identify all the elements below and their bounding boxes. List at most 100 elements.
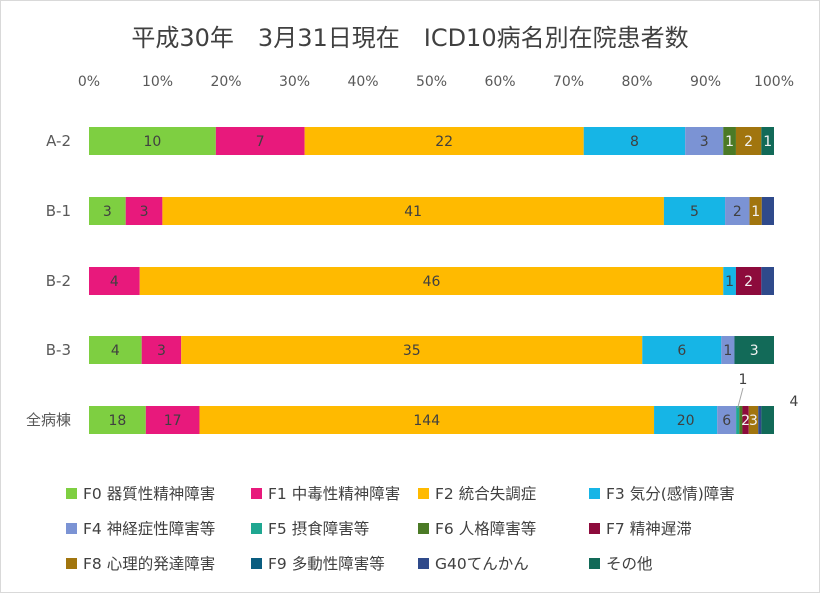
y-category-label: B-1 — [46, 202, 71, 220]
data-label: 3 — [103, 204, 112, 220]
data-label: 4 — [110, 274, 119, 290]
bar-segment — [199, 406, 655, 434]
legend-swatch — [418, 557, 429, 569]
data-label: 1 — [725, 134, 734, 150]
legend-item: F7 精神遅滞 — [589, 517, 692, 539]
bar-segment — [663, 197, 726, 225]
bar-segment — [761, 406, 774, 434]
bar-segment — [739, 406, 743, 434]
bar-segment — [304, 127, 584, 155]
legend-item: F2 統合失調症 — [418, 482, 536, 504]
bar-segment — [685, 127, 724, 155]
data-label: 41 — [404, 204, 422, 220]
legend-label: F1 中毒性精神障害 — [268, 485, 401, 503]
data-label: 3 — [750, 343, 759, 359]
data-label: 144 — [413, 413, 440, 429]
legend-label: その他 — [606, 555, 653, 573]
bar-segment — [654, 406, 718, 434]
legend-item: F3 気分(感情)障害 — [589, 482, 735, 504]
legend-item: F1 中毒性精神障害 — [251, 482, 400, 504]
data-label: 20 — [677, 413, 695, 429]
bar-segment — [642, 336, 722, 364]
x-tick-label: 60% — [484, 74, 515, 90]
bar-segment — [141, 336, 182, 364]
bar-segment — [734, 336, 774, 364]
bar-segment — [723, 267, 736, 295]
x-tick-label: 50% — [416, 74, 447, 90]
legend-label: F6 人格障害等 — [435, 520, 537, 538]
data-label: 6 — [722, 413, 731, 429]
x-tick-label: 20% — [210, 74, 241, 90]
legend-label: G40てんかん — [435, 555, 529, 573]
legend-label: F2 統合失調症 — [435, 485, 537, 503]
bar-segment — [761, 127, 774, 155]
chart-title: 平成30年 3月31日現在 ICD10病名別在院患者数 — [131, 24, 689, 52]
x-tick-label: 30% — [279, 74, 310, 90]
data-label: 1 — [723, 343, 732, 359]
bar-segment — [583, 127, 686, 155]
bar-segment — [761, 197, 774, 225]
bar-segment — [736, 406, 740, 434]
data-label: 18 — [108, 413, 126, 429]
bar-segment — [735, 267, 762, 295]
x-tick-label: 40% — [347, 74, 378, 90]
legend-swatch — [66, 557, 77, 569]
x-tick-label: 70% — [553, 74, 584, 90]
legend-label: F5 摂食障害等 — [268, 520, 370, 538]
legend-item: F6 人格障害等 — [418, 517, 536, 539]
data-label: 35 — [403, 343, 421, 359]
data-label: 46 — [423, 274, 441, 290]
legend-item: F0 器質性精神障害 — [66, 482, 215, 504]
bar-segment — [723, 127, 736, 155]
bar-segment — [748, 406, 759, 434]
legend-label: F8 心理的発達障害 — [83, 555, 216, 573]
data-label: 3 — [140, 204, 149, 220]
legend-swatch — [589, 557, 600, 569]
chart-legend: F0 器質性精神障害 F1 中毒性精神障害 F2 統合失調症 F3 気分(感情)障害 F… — [0, 482, 820, 582]
legend-swatch — [251, 487, 262, 499]
bar-segment — [749, 197, 762, 225]
legend-label: F3 気分(感情)障害 — [606, 485, 735, 503]
data-label: 8 — [630, 134, 639, 150]
bar-segment — [89, 197, 126, 225]
bar-segment — [758, 406, 762, 434]
legend-label: F4 神経症性障害等 — [83, 520, 216, 538]
legend-swatch — [418, 487, 429, 499]
legend-item: F4 神経症性障害等 — [66, 517, 215, 539]
data-label: 2 — [744, 134, 753, 150]
legend-label: F7 精神遅滞 — [606, 520, 692, 538]
data-label: 2 — [733, 204, 742, 220]
data-label: 5 — [690, 204, 699, 220]
x-tick-label: 100% — [754, 74, 794, 90]
bar-segment — [145, 406, 200, 434]
legend-item: G40てんかん — [418, 552, 529, 574]
legend-item: F9 多動性障害等 — [251, 552, 385, 574]
x-tick-label: 90% — [690, 74, 721, 90]
data-label: 1 — [751, 204, 760, 220]
data-label: 1 — [739, 372, 748, 388]
legend-swatch — [66, 522, 77, 534]
data-label: 4 — [111, 343, 120, 359]
bar-segment — [721, 336, 735, 364]
data-label: 3 — [700, 134, 709, 150]
legend-label: F9 多動性障害等 — [268, 555, 385, 573]
data-label: 3 — [749, 413, 758, 429]
data-label: 10 — [144, 134, 162, 150]
data-label: 1 — [763, 134, 772, 150]
bar-segment — [89, 406, 146, 434]
data-label: 22 — [435, 134, 453, 150]
legend-item: F8 心理的発達障害 — [66, 552, 215, 574]
bar-segment — [717, 406, 737, 434]
data-label: 1 — [725, 274, 734, 290]
legend-swatch — [418, 522, 429, 534]
x-tick-label: 80% — [621, 74, 652, 90]
bar-segment — [742, 406, 749, 434]
bar-segment — [215, 127, 305, 155]
bar-segment — [761, 267, 774, 295]
data-label: 7 — [256, 134, 265, 150]
bar-segment — [181, 336, 643, 364]
legend-item: その他 — [589, 552, 653, 574]
x-tick-label: 0% — [78, 74, 100, 90]
